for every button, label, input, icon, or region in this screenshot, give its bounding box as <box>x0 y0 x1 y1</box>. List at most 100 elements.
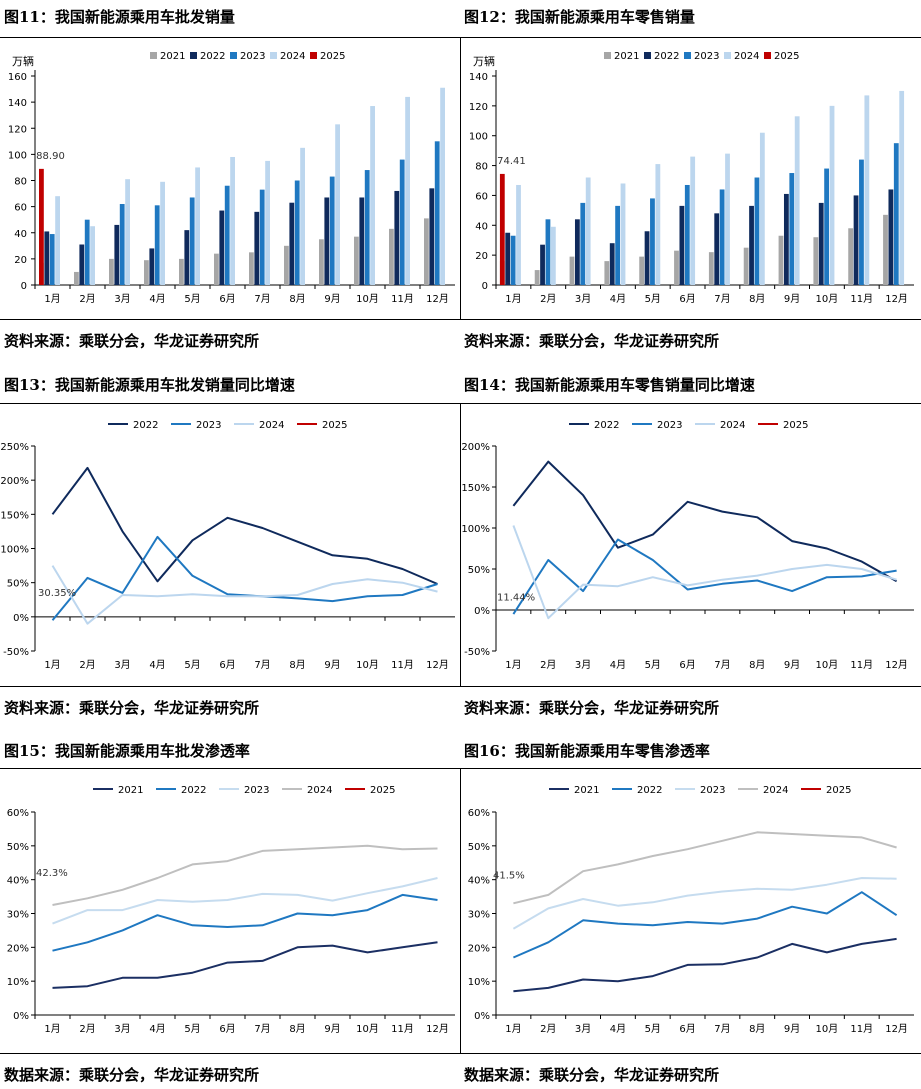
x-tick-label: 2月 <box>79 659 95 671</box>
legend-label: 2024 <box>734 51 759 62</box>
x-tick-label: 5月 <box>184 293 200 305</box>
x-tick-label: 12月 <box>885 659 908 671</box>
y-tick-label: 150% <box>0 510 29 521</box>
bar-2021 <box>534 270 540 285</box>
series-line-2021 <box>52 941 438 989</box>
y-tick-label: 40% <box>468 876 490 887</box>
bar-2022 <box>324 197 330 285</box>
bar-2021 <box>674 250 679 285</box>
x-tick-label: 7月 <box>254 1023 270 1035</box>
bar-2022 <box>783 193 789 285</box>
line-chart-retail-yoy: -50% 0% 50% 100% 150% 200% 1月 2月 3月 4月 5月 6月 7月 8月 9月 1… <box>461 420 914 671</box>
x-tick-label: 4月 <box>610 293 626 305</box>
legend-label: 2022 <box>654 51 679 62</box>
x-tick-label: 10月 <box>356 1023 379 1035</box>
bar-2022 <box>394 190 400 285</box>
y-tick-label: 50% <box>468 842 490 853</box>
legend-label: 2021 <box>614 51 639 62</box>
y-tick-label: 30% <box>468 910 490 921</box>
bar-2021 <box>214 253 219 285</box>
y-tick-label: 60 <box>475 191 488 202</box>
bar-2022 <box>289 202 295 285</box>
series-line-2023 <box>52 877 438 925</box>
bar-2022 <box>219 210 225 285</box>
legend-swatch-2024 <box>724 52 731 59</box>
series-line-2024 <box>51 565 438 625</box>
divider-3 <box>460 768 461 1053</box>
x-tick-label: 10月 <box>816 293 839 305</box>
x-tick-label: 4月 <box>149 659 165 671</box>
bar-2023 <box>364 170 370 285</box>
y-tick-label: 0% <box>13 1011 29 1022</box>
y-tick-label: 200% <box>0 476 29 487</box>
legend-swatch-2023 <box>684 52 691 59</box>
bar-2022 <box>540 244 545 285</box>
y-tick-label: 150% <box>461 483 490 494</box>
x-tick-label: 1月 <box>44 659 60 671</box>
y-tick-label: 100% <box>0 545 29 556</box>
bar-2024 <box>405 96 410 286</box>
figure-source: 资料来源：乘联分会，华龙证券研究所 <box>464 699 720 717</box>
bar-2022 <box>888 189 894 285</box>
x-tick-label: 11月 <box>850 659 873 671</box>
legend-label: 2024 <box>307 785 332 796</box>
y-tick-label: 0% <box>13 613 29 624</box>
x-tick-label: 6月 <box>679 659 695 671</box>
x-tick-label: 7月 <box>714 659 730 671</box>
bar-2024 <box>620 183 626 285</box>
legend-label: 2024 <box>763 785 788 796</box>
bar-2024 <box>550 226 556 285</box>
bar-2023 <box>84 219 90 285</box>
bar-2022 <box>714 213 720 285</box>
bar-2021 <box>319 239 324 285</box>
data-label: 41.5% <box>493 871 525 882</box>
y-tick-label: 10% <box>468 977 490 988</box>
x-tick-label: 2月 <box>79 1023 95 1035</box>
x-tick-label: 12月 <box>885 293 908 305</box>
bar-2021 <box>74 271 79 285</box>
series-line-2024 <box>52 844 438 906</box>
bar-2022 <box>149 248 155 285</box>
legend-swatch-2022 <box>644 52 651 59</box>
y-tick-label: 30% <box>7 910 29 921</box>
bar-2024 <box>516 184 521 285</box>
legend-label: 2025 <box>370 785 395 796</box>
bar-2022 <box>505 232 511 285</box>
x-tick-label: 10月 <box>816 1023 839 1035</box>
y-tick-label: 80 <box>475 162 488 173</box>
figure-title: 图15：我国新能源乘用车批发渗透率 <box>4 742 250 760</box>
y-axis-unit: 万辆 <box>12 54 34 68</box>
bar-2024 <box>440 87 445 285</box>
x-tick-label: 5月 <box>645 659 661 671</box>
legend-label: 2023 <box>196 420 221 431</box>
bar-2022 <box>114 224 120 285</box>
y-tick-label: 120 <box>8 124 27 135</box>
legend-swatch-2023 <box>230 52 237 59</box>
y-tick-label: 60% <box>468 808 490 819</box>
bar-2021 <box>778 235 784 285</box>
bar-2023 <box>893 143 899 285</box>
bar-2023 <box>224 185 230 285</box>
bar-2022 <box>609 243 615 285</box>
bar-2023 <box>510 235 516 285</box>
x-tick-label: 7月 <box>254 659 270 671</box>
bar-2023 <box>650 198 655 285</box>
legend-label: 2023 <box>240 51 265 62</box>
bar-2022 <box>359 197 365 285</box>
bar-2023 <box>719 189 725 285</box>
bar-2023 <box>754 177 760 285</box>
legend-label: 2025 <box>320 51 345 62</box>
x-tick-label: 3月 <box>575 1023 591 1035</box>
x-tick-label: 1月 <box>505 659 521 671</box>
bar-2024 <box>725 153 730 285</box>
x-tick-label: 3月 <box>575 659 591 671</box>
bar-2023 <box>615 205 621 285</box>
bar-2024 <box>829 105 835 285</box>
bar-2023 <box>545 219 551 285</box>
line-chart-retail-penetration: 0% 10% 20% 30% 40% 50% 60% 1月 2月 3月 4月 5月 6月 7月 8月 9月 10… <box>468 785 914 1035</box>
bar-2024 <box>690 156 696 285</box>
bar-2024 <box>160 181 165 285</box>
bar-2021 <box>883 214 888 285</box>
y-tick-label: 80 <box>14 177 27 188</box>
y-axis-unit: 万辆 <box>473 54 495 68</box>
